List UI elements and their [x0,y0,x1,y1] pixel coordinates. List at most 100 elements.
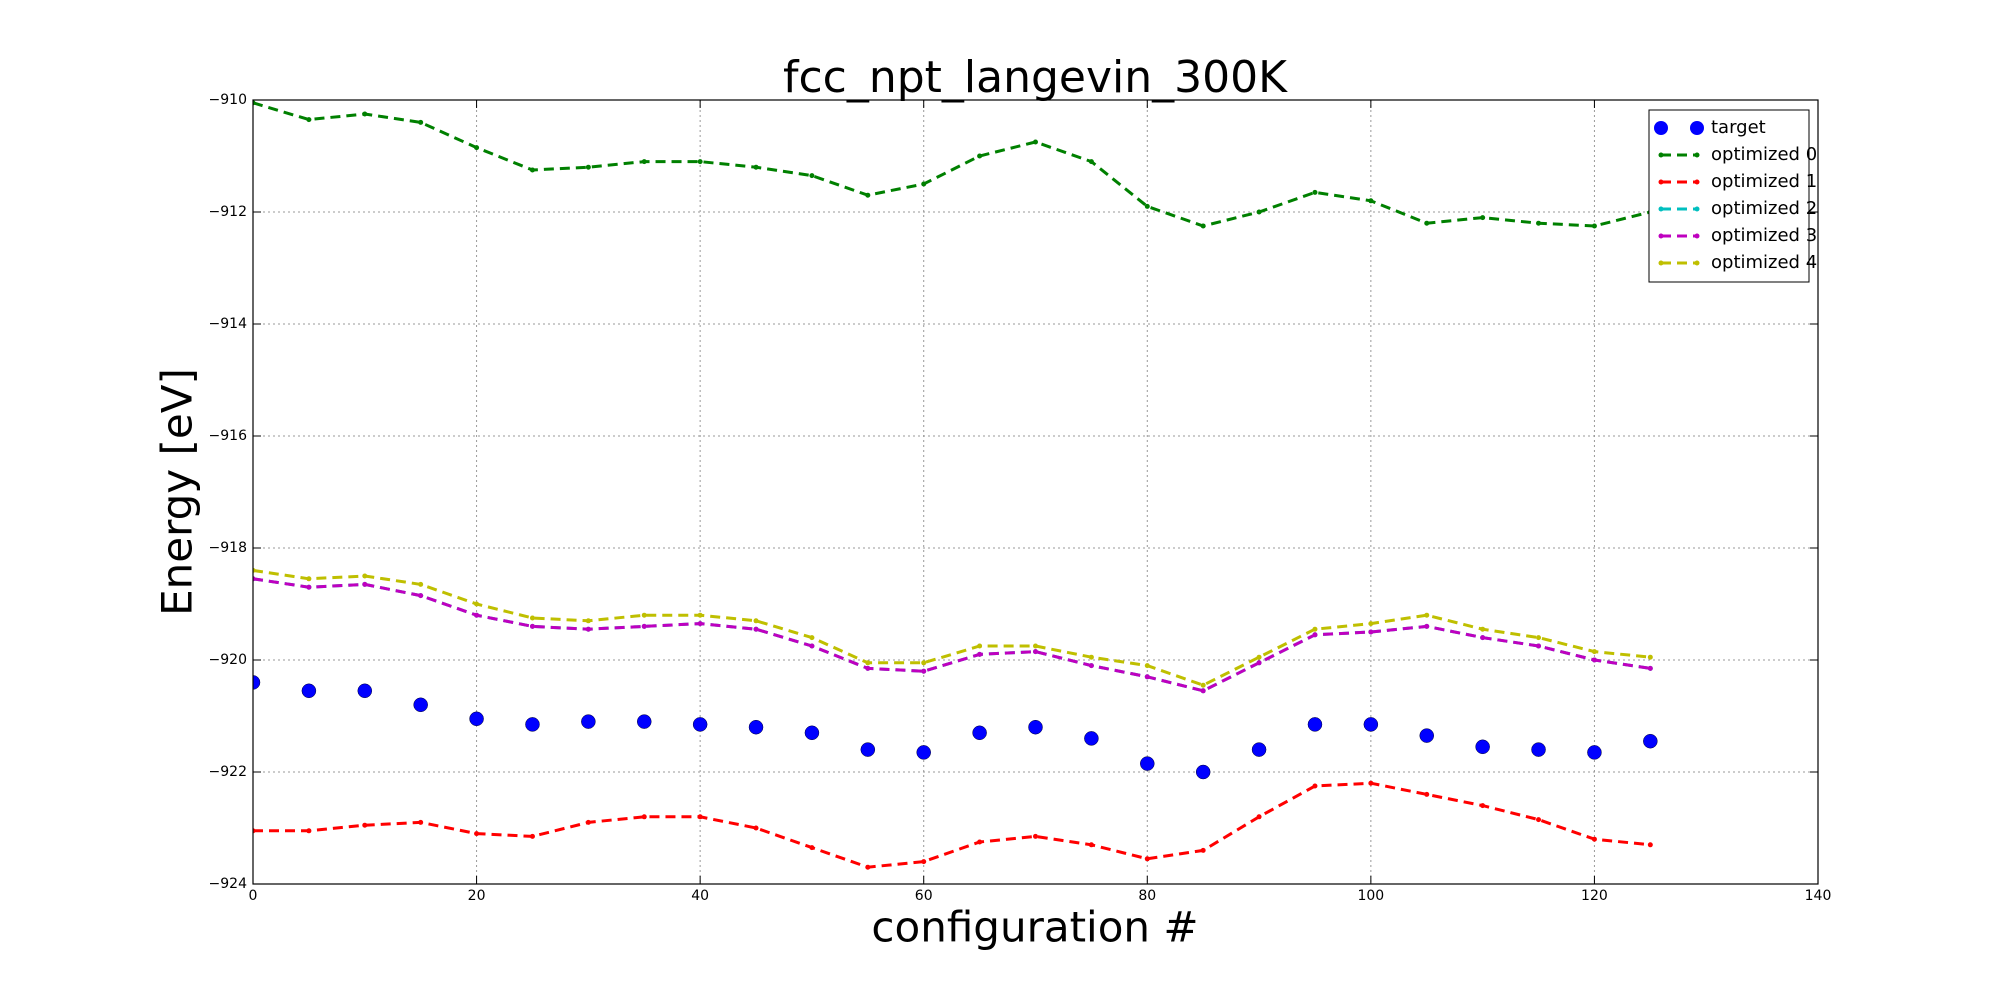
point-marker [1647,665,1653,671]
legend-label: optimized 1 [1711,171,1817,192]
legend-marker [1658,152,1664,158]
legend-marker [1694,206,1700,212]
point-marker [418,119,424,125]
target-marker [692,717,708,732]
point-marker [921,181,927,187]
point-marker [697,814,703,820]
x-tick-label: 120 [1581,888,1608,904]
target-marker [1475,739,1490,755]
point-marker [977,153,983,159]
point-marker [1536,817,1542,823]
point-marker [362,573,368,579]
point-marker [1312,189,1318,195]
target-marker [637,714,652,729]
point-marker [641,814,647,820]
point-marker [1424,220,1430,226]
chart-title: fcc_npt_langevin_300K [783,52,1288,103]
x-tick-label: 20 [468,888,486,904]
point-marker [1591,836,1597,842]
legend-label: optimized 2 [1711,198,1817,219]
point-marker [418,581,424,587]
point-marker [1368,629,1374,635]
legend-marker [1658,260,1664,266]
point-marker [1368,198,1374,204]
point-marker [306,117,312,123]
point-marker [253,828,256,834]
legend-marker [1658,233,1664,239]
target-marker [972,725,987,741]
point-marker [1424,791,1430,797]
point-marker [585,626,591,632]
point-marker [585,618,591,624]
point-marker [865,665,871,671]
target-marker [253,675,261,690]
point-marker [977,651,983,657]
point-marker [362,822,368,828]
plot-area [253,100,1658,870]
target-marker [525,717,540,732]
point-marker [1088,663,1094,669]
legend-marker [1694,152,1700,158]
point-marker [418,593,424,599]
point-marker [865,864,871,870]
point-marker [921,859,927,865]
point-marker [253,100,256,106]
point-marker [1256,660,1262,666]
point-marker [641,612,647,618]
point-marker [1480,635,1486,641]
legend-marker [1658,179,1664,185]
y-tick-label: −916 [209,428,248,444]
point-marker [1591,223,1597,229]
target-marker [469,711,484,727]
target-marker [1643,733,1658,749]
point-marker [809,845,815,851]
legend-marker [1694,179,1700,185]
y-axis-label: Energy [eV] [153,368,202,616]
point-marker [253,576,256,582]
point-marker [1591,649,1597,655]
point-marker [753,825,759,831]
point-marker [1312,626,1318,632]
target-marker [1419,728,1434,743]
point-marker [977,643,983,649]
point-marker [1088,654,1094,660]
point-marker [1368,780,1374,786]
legend: target optimized 0 optimized 1 optimized 2 o… [1648,109,1817,283]
point-marker [1424,623,1430,629]
point-marker [697,621,703,627]
point-marker [585,819,591,825]
target-marker [1195,764,1211,780]
point-marker [474,831,480,837]
point-marker [753,626,759,632]
point-marker [753,618,759,624]
legend-marker [1654,121,1668,135]
point-marker [865,192,871,198]
point-marker [529,167,535,173]
target-marker [1307,717,1323,732]
point-marker [1256,654,1262,660]
point-marker [1200,223,1206,229]
point-marker [1144,203,1150,209]
point-marker [1536,635,1542,641]
legend-label: optimized 3 [1711,225,1817,246]
series-line [253,577,1651,693]
point-marker [1144,856,1150,862]
legend-label: optimized 4 [1711,252,1817,273]
point-marker [1033,643,1038,649]
point-marker [362,111,368,117]
point-marker [1256,814,1262,820]
point-marker [1424,612,1430,618]
point-marker [1144,674,1150,680]
point-marker [697,612,703,618]
point-marker [1033,649,1038,655]
point-marker [306,584,312,590]
point-marker [809,643,815,649]
point-marker [1536,220,1542,226]
x-axis-label: configuration # [871,903,1198,952]
point-marker [1591,657,1597,663]
target-marker [1140,756,1155,771]
point-marker [1200,688,1206,694]
legend-marker [1694,260,1700,266]
x-tick-label: 60 [915,888,933,904]
